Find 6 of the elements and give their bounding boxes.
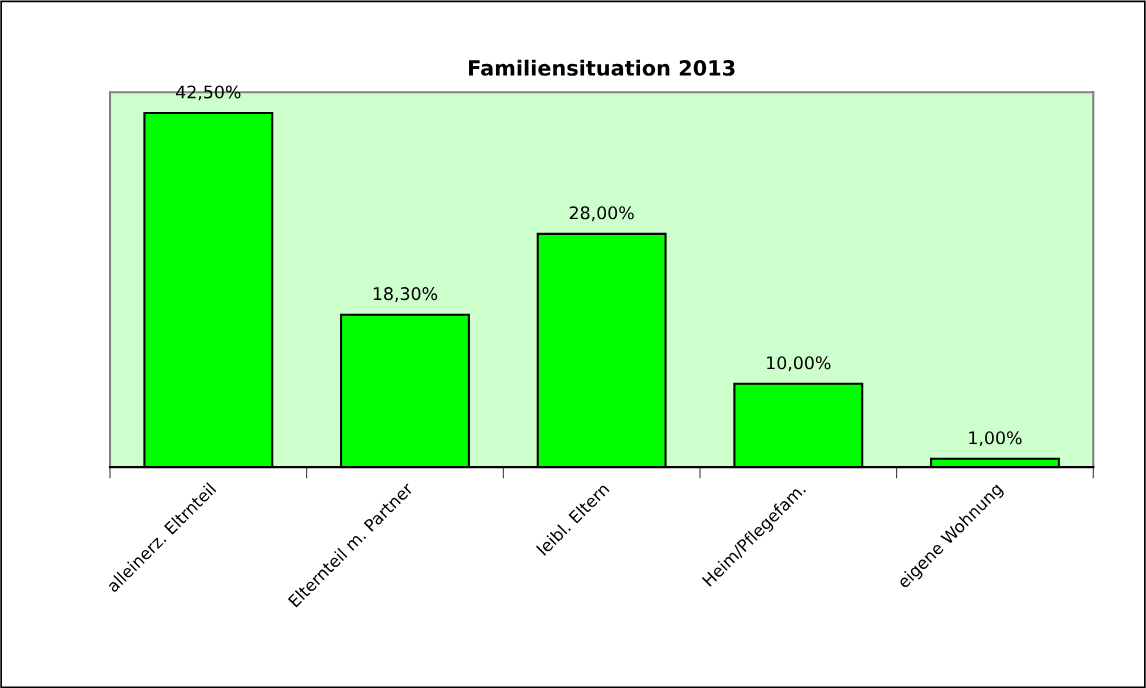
data-label: 42,50% — [176, 85, 241, 101]
data-label: 1,00% — [969, 431, 1022, 447]
chart-title: Familiensituation 2013 — [469, 59, 735, 76]
data-label: 28,00% — [569, 206, 634, 222]
data-label: 18,30% — [373, 287, 438, 302]
data-label: 10,00% — [767, 356, 831, 372]
